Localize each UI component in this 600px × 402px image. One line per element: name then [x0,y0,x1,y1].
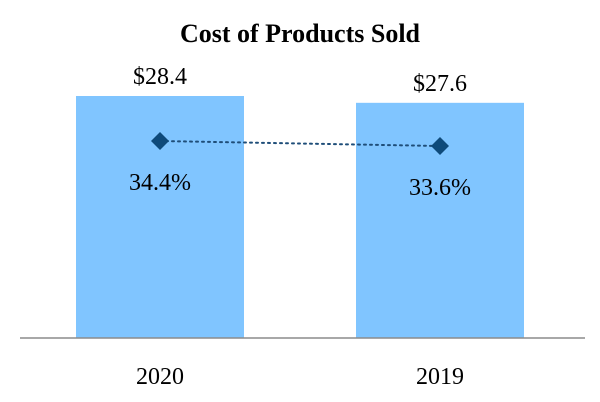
bar-value-label-2019: $27.6 [413,71,467,97]
x-tick-label-2020: 2020 [136,364,184,390]
percent-label-2019: 33.6% [409,175,471,201]
percent-series-line [159,140,441,147]
bar-value-label-2020: $28.4 [133,64,187,90]
line-layer [151,132,449,155]
percent-marker-2020 [151,132,169,150]
x-tick-label-2019: 2019 [416,364,464,390]
bars-layer [76,96,524,339]
labels-layer: $28.4 2020 $27.6 2019 34.4% 33.6% [129,64,471,390]
percent-marker-2019 [431,137,449,155]
chart-title: Cost of Products Sold [180,19,421,48]
percent-label-2020: 34.4% [129,170,191,196]
